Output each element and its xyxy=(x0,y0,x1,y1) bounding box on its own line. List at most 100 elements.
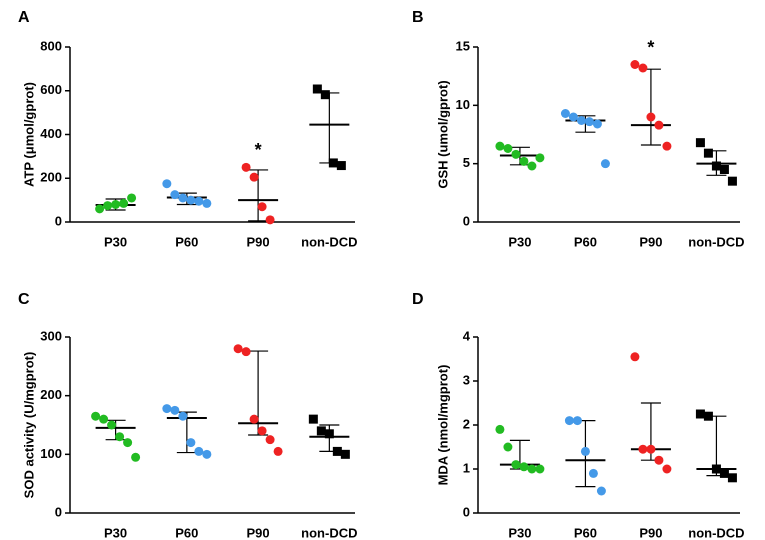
x-tick-label: P60 xyxy=(175,234,198,249)
data-point xyxy=(328,158,338,168)
data-point xyxy=(572,416,582,426)
data-point xyxy=(527,161,537,171)
y-tick-label: 10 xyxy=(456,97,470,112)
data-point xyxy=(527,464,537,474)
x-tick-label: P60 xyxy=(574,234,597,249)
data-point xyxy=(588,468,598,478)
data-point xyxy=(265,215,275,225)
x-tick-label: P90 xyxy=(247,234,270,249)
y-tick-label: 0 xyxy=(55,213,62,228)
data-point xyxy=(630,352,640,362)
data-point xyxy=(584,117,594,127)
data-point xyxy=(131,452,141,462)
data-point xyxy=(202,449,212,459)
y-tick-label: 400 xyxy=(40,126,62,141)
y-tick-label: 200 xyxy=(40,387,62,402)
data-point xyxy=(654,455,664,465)
data-point xyxy=(265,435,275,445)
data-point xyxy=(703,411,713,421)
data-point xyxy=(312,84,322,94)
data-point xyxy=(241,162,251,172)
data-point xyxy=(186,438,196,448)
x-tick-label: P30 xyxy=(104,234,127,249)
data-point xyxy=(511,149,521,159)
data-point xyxy=(95,204,105,214)
x-tick-label: P30 xyxy=(508,234,531,249)
data-point xyxy=(233,344,243,354)
data-point xyxy=(186,195,196,205)
data-point xyxy=(654,120,664,130)
x-tick-label: P30 xyxy=(104,525,127,540)
x-tick-label: non-DCD xyxy=(301,525,357,540)
data-point xyxy=(123,438,133,448)
data-point xyxy=(719,468,729,478)
data-point xyxy=(695,409,705,419)
data-point xyxy=(503,442,513,452)
y-tick-label: 0 xyxy=(463,504,470,519)
y-tick-label: 3 xyxy=(463,372,470,387)
x-tick-label: P90 xyxy=(639,525,662,540)
y-tick-label: 100 xyxy=(40,446,62,461)
data-point xyxy=(119,198,129,208)
data-point xyxy=(711,464,721,474)
data-point xyxy=(257,426,267,436)
data-point xyxy=(162,179,172,189)
y-tick-label: 800 xyxy=(40,38,62,53)
data-point xyxy=(564,416,574,426)
x-tick-label: P60 xyxy=(574,525,597,540)
panel-label: D xyxy=(412,291,424,308)
y-axis-label: SOD activity (U/mgprot) xyxy=(21,352,36,499)
y-tick-label: 300 xyxy=(40,328,62,343)
data-point xyxy=(638,63,648,73)
x-tick-label: non-DCD xyxy=(688,525,744,540)
data-point xyxy=(249,414,259,424)
data-point xyxy=(170,405,180,415)
y-tick-label: 600 xyxy=(40,82,62,97)
data-point xyxy=(576,116,586,125)
data-point xyxy=(503,144,513,153)
data-point xyxy=(162,404,172,414)
data-point xyxy=(336,161,346,171)
data-point xyxy=(662,141,672,151)
y-tick-label: 5 xyxy=(463,155,470,170)
data-point xyxy=(194,196,204,206)
data-point xyxy=(103,201,113,211)
x-tick-label: non-DCD xyxy=(301,234,357,249)
data-point xyxy=(115,432,125,442)
data-point xyxy=(535,153,545,163)
y-axis-label: ATP (μmol/gprot) xyxy=(21,82,36,187)
significance-mark: * xyxy=(647,37,654,57)
data-point xyxy=(580,446,590,456)
data-point xyxy=(662,464,672,474)
data-point xyxy=(127,193,137,203)
data-point xyxy=(332,446,342,456)
y-axis-label: GSH (umol/gprot) xyxy=(435,80,450,188)
data-point xyxy=(257,202,267,212)
x-tick-label: P90 xyxy=(639,234,662,249)
panel-label: B xyxy=(412,9,424,26)
data-point xyxy=(316,426,326,436)
data-point xyxy=(511,460,521,470)
data-point xyxy=(727,473,737,483)
data-point xyxy=(596,486,606,496)
y-axis-label: MDA (nmol/mgprot) xyxy=(435,365,450,486)
data-point xyxy=(324,429,334,439)
y-tick-label: 200 xyxy=(40,170,62,185)
data-point xyxy=(519,462,529,472)
data-point xyxy=(249,172,259,182)
data-point xyxy=(727,176,737,186)
data-point xyxy=(91,411,101,421)
data-point xyxy=(495,141,505,151)
data-point xyxy=(703,148,713,158)
x-tick-label: non-DCD xyxy=(688,234,744,249)
data-point xyxy=(600,159,610,169)
data-point xyxy=(194,446,204,456)
data-point xyxy=(241,347,251,357)
data-point xyxy=(495,424,505,434)
x-tick-label: P30 xyxy=(508,525,531,540)
significance-mark: * xyxy=(255,140,262,160)
data-point xyxy=(519,156,529,166)
y-tick-label: 0 xyxy=(55,504,62,519)
data-point xyxy=(99,414,109,424)
panel-label: C xyxy=(18,291,30,308)
